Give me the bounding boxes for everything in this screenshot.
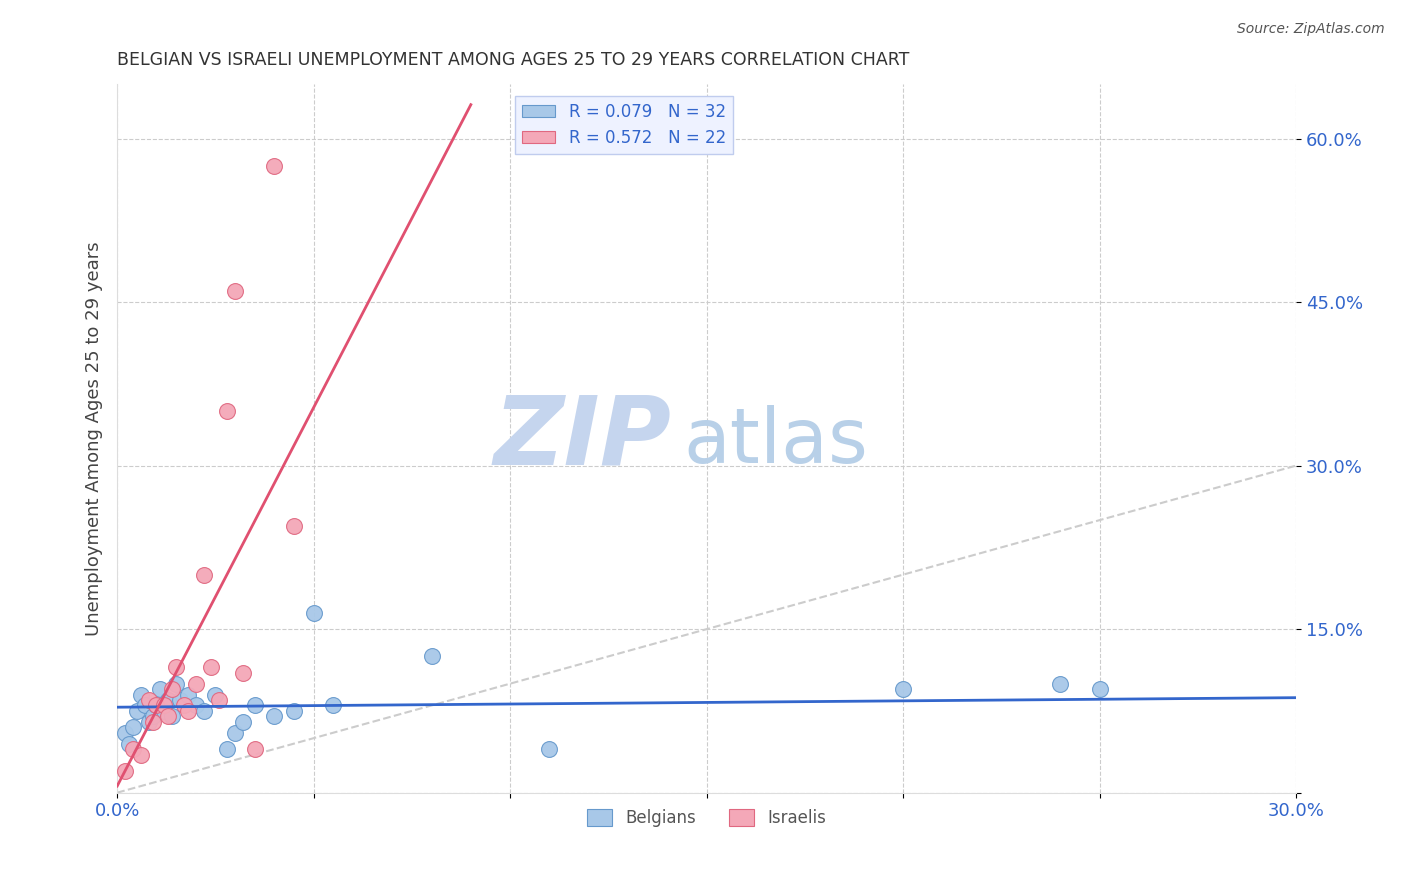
Point: [118, 737, 141, 751]
Point: [232, 714, 254, 729]
Point: [114, 764, 136, 778]
Point: [122, 742, 145, 756]
Point: [283, 518, 305, 533]
Point: [217, 404, 239, 418]
Point: [134, 698, 156, 713]
Point: [145, 698, 167, 713]
Y-axis label: Unemployment Among Ages 25 to 29 years: Unemployment Among Ages 25 to 29 years: [86, 241, 103, 636]
Point: [184, 676, 207, 690]
Point: [243, 742, 266, 756]
Point: [1088, 682, 1111, 697]
Point: [891, 682, 914, 697]
Point: [122, 720, 145, 734]
Point: [153, 704, 176, 718]
Point: [173, 698, 195, 713]
Point: [145, 698, 167, 713]
Point: [184, 698, 207, 713]
Point: [114, 725, 136, 739]
Point: [302, 606, 325, 620]
Point: [420, 649, 443, 664]
Point: [157, 709, 180, 723]
Point: [193, 704, 215, 718]
Point: [263, 709, 285, 723]
Point: [165, 676, 187, 690]
Point: [204, 688, 226, 702]
Point: [224, 284, 246, 298]
Point: [149, 682, 172, 697]
Point: [200, 660, 222, 674]
Point: [142, 714, 165, 729]
Point: [138, 714, 160, 729]
Text: ZIP: ZIP: [494, 392, 671, 485]
Point: [232, 665, 254, 680]
Point: [243, 698, 266, 713]
Point: [129, 747, 152, 762]
Point: [193, 567, 215, 582]
Point: [160, 682, 183, 697]
Point: [160, 709, 183, 723]
Point: [129, 688, 152, 702]
Point: [538, 742, 561, 756]
Point: [263, 159, 285, 173]
Point: [224, 725, 246, 739]
Point: [169, 693, 191, 707]
Point: [1049, 676, 1071, 690]
Text: BELGIAN VS ISRAELI UNEMPLOYMENT AMONG AGES 25 TO 29 YEARS CORRELATION CHART: BELGIAN VS ISRAELI UNEMPLOYMENT AMONG AG…: [117, 51, 910, 69]
Point: [177, 688, 200, 702]
Point: [125, 704, 148, 718]
Point: [138, 693, 160, 707]
Text: Source: ZipAtlas.com: Source: ZipAtlas.com: [1237, 22, 1385, 37]
Point: [177, 704, 200, 718]
Point: [157, 693, 180, 707]
Point: [322, 698, 344, 713]
Point: [153, 698, 176, 713]
Point: [165, 660, 187, 674]
Point: [217, 742, 239, 756]
Point: [208, 693, 231, 707]
Point: [283, 704, 305, 718]
Point: [142, 709, 165, 723]
Legend: Belgians, Israelis: Belgians, Israelis: [581, 803, 834, 834]
Text: atlas: atlas: [683, 405, 868, 479]
